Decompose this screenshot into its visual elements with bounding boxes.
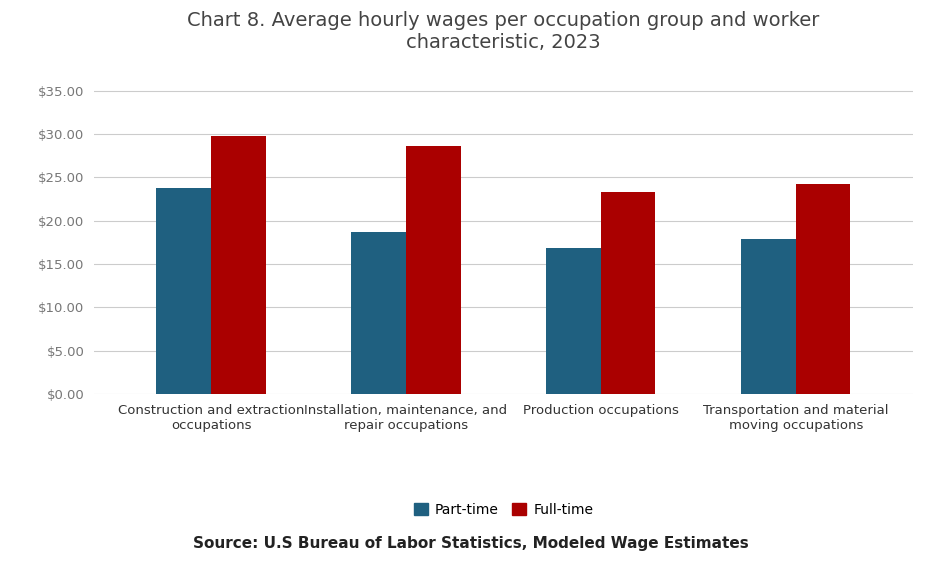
Bar xyxy=(211,136,265,394)
Bar xyxy=(406,146,460,394)
Bar xyxy=(796,184,851,394)
Bar xyxy=(547,248,601,394)
Text: Source: U.S Bureau of Labor Statistics, Modeled Wage Estimates: Source: U.S Bureau of Labor Statistics, … xyxy=(193,535,748,551)
Title: Chart 8. Average hourly wages per occupation group and worker
characteristic, 20: Chart 8. Average hourly wages per occupa… xyxy=(187,11,820,52)
Legend: Part-time, Full-time: Part-time, Full-time xyxy=(408,497,598,522)
Bar xyxy=(156,187,211,394)
Bar xyxy=(742,239,796,394)
Bar xyxy=(601,192,656,394)
Bar xyxy=(351,232,406,394)
